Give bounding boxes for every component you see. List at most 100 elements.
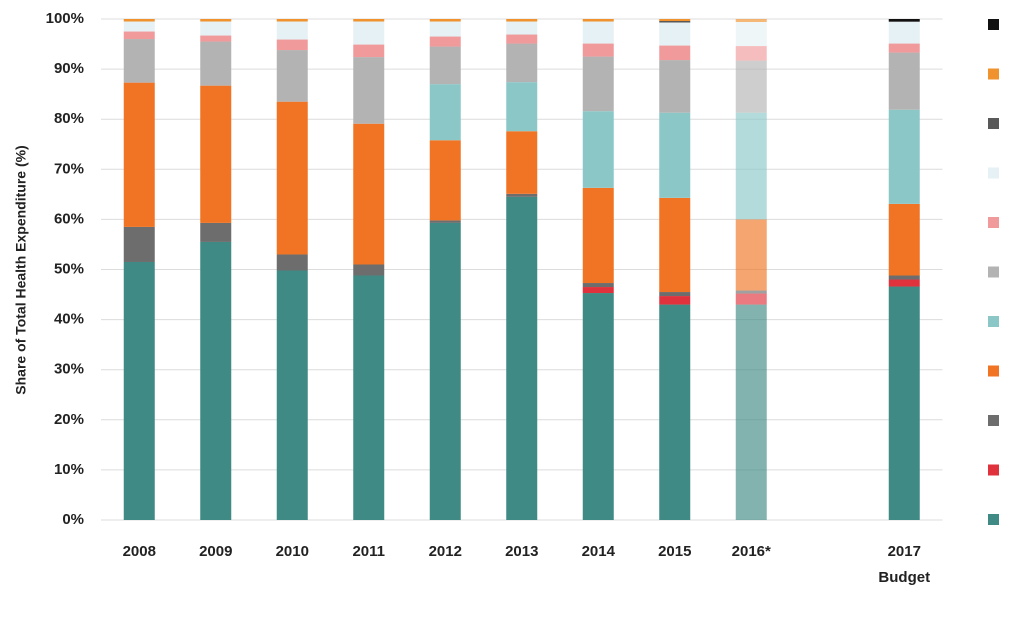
x-tick-label: 2009 — [199, 543, 232, 560]
legend-swatch — [988, 118, 999, 129]
x-tick-line: 2016* — [732, 543, 771, 560]
bar-segment — [506, 131, 538, 194]
x-tick-line: Budget — [878, 569, 930, 586]
bar-segment — [735, 22, 767, 47]
bar-segment — [659, 292, 691, 297]
bar-segment — [659, 19, 691, 22]
bar-segment — [200, 222, 232, 242]
bar-segment — [276, 101, 308, 255]
bar-segment — [353, 57, 385, 124]
bar-segment — [429, 21, 461, 37]
bar-segment — [659, 21, 691, 23]
y-tick-label: 70% — [54, 160, 84, 177]
x-tick-label: 2016* — [732, 543, 771, 560]
bar-segment — [276, 50, 308, 102]
x-tick-line: 2017 — [888, 543, 921, 560]
y-tick-label: 90% — [54, 60, 84, 77]
x-tick-line: 2015 — [658, 543, 691, 560]
bar-segment — [582, 287, 614, 294]
bar-segment — [276, 19, 308, 22]
bar-segment — [582, 43, 614, 57]
bar-segment — [353, 21, 385, 45]
bar-segment — [888, 19, 920, 22]
bar-segment — [429, 222, 461, 521]
x-tick-line: 2008 — [123, 543, 156, 560]
bar-segment — [123, 82, 155, 227]
bar-segment — [123, 19, 155, 22]
x-tick-line: 2014 — [582, 543, 616, 560]
bar-segment — [429, 46, 461, 85]
bar-segment — [429, 140, 461, 221]
bar-segment — [506, 193, 538, 197]
y-tick-label: 40% — [54, 311, 84, 328]
x-tick-label: 2017 Budget — [878, 543, 930, 586]
legend-swatch — [988, 266, 999, 278]
bar-segment — [123, 226, 155, 262]
y-axis-label: Share of Total Health Expenditure (%) — [13, 145, 29, 394]
x-tick-line: 2012 — [429, 543, 462, 560]
legend-swatch — [988, 316, 999, 327]
bar-segment — [429, 19, 461, 22]
legend-swatch — [988, 464, 999, 476]
bar-segment — [429, 220, 461, 223]
bar-segment — [888, 21, 920, 23]
bar-segment — [582, 19, 614, 22]
bar-segment — [506, 34, 538, 44]
y-tick-label: 30% — [54, 361, 84, 378]
y-tick-label: 100% — [46, 10, 84, 27]
bar-segment — [429, 36, 461, 47]
bar-segment — [735, 60, 767, 113]
x-tick-label: 2011 — [352, 543, 385, 560]
x-tick-label: 2012 — [429, 543, 462, 560]
bar-segment — [429, 84, 461, 141]
y-tick-label: 0% — [62, 511, 84, 528]
bar-segment — [276, 254, 308, 271]
bar-segment — [276, 21, 308, 40]
bar-segment — [582, 187, 614, 284]
bar-segment — [659, 304, 691, 520]
y-tick-label: 10% — [54, 461, 84, 478]
bar-segment — [659, 60, 691, 113]
bar-segment — [735, 293, 767, 305]
x-tick-label: 2015 — [658, 543, 691, 560]
bar-segment — [735, 19, 767, 23]
legend-swatch — [988, 167, 999, 179]
bar-segment — [353, 19, 385, 22]
bar-segment — [582, 283, 614, 288]
bar-segment — [276, 270, 308, 520]
y-tick-label: 50% — [54, 260, 84, 277]
x-tick-label: 2014 — [582, 543, 616, 560]
legend-swatch — [988, 514, 999, 525]
bar-segment — [888, 286, 920, 520]
bar-segment — [659, 296, 691, 305]
bar-segment — [200, 41, 232, 86]
legend-swatch — [988, 415, 999, 426]
bar-segment — [353, 264, 385, 276]
bar-segment — [582, 56, 614, 112]
bar-segment — [888, 43, 920, 53]
bar-segment — [888, 22, 920, 44]
bar-segment — [506, 196, 538, 521]
bar-segment — [735, 304, 767, 520]
bar-segment — [582, 111, 614, 188]
bar-segment — [659, 22, 691, 46]
x-tick-line: 2010 — [276, 543, 309, 560]
bar-segment — [200, 35, 232, 42]
legend-swatch — [988, 217, 999, 228]
bar-segment — [582, 21, 614, 44]
legend-swatch — [988, 68, 999, 80]
bar-segment — [506, 82, 538, 132]
bar-segment — [123, 31, 155, 40]
bar-segment — [200, 21, 232, 36]
bar-segment — [123, 21, 155, 32]
bar-segment — [353, 44, 385, 58]
bar-segment — [582, 293, 614, 520]
bar-segment — [735, 290, 767, 294]
bar-segment — [506, 19, 538, 22]
bar-segment — [506, 21, 538, 35]
bar-segment — [659, 45, 691, 61]
bar-segment — [200, 19, 232, 22]
bar-segment — [735, 219, 767, 291]
bar-segment — [888, 52, 920, 110]
